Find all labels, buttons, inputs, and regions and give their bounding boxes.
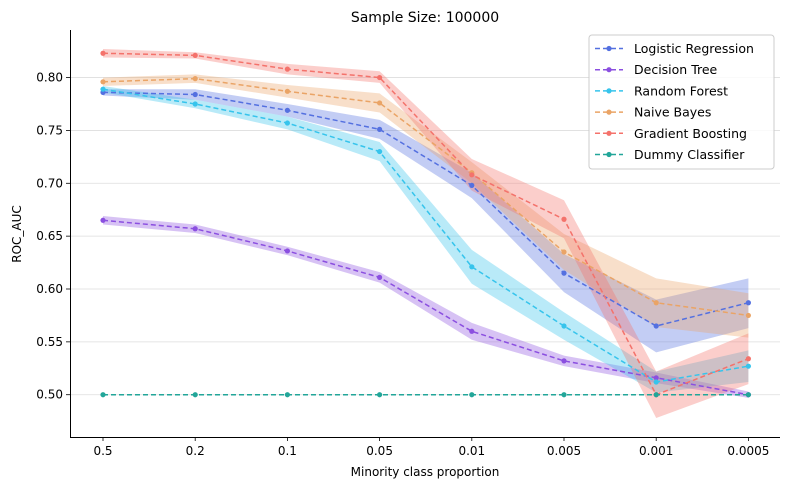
legend-marker — [606, 109, 612, 115]
x-tick-label: 0.01 — [458, 444, 485, 458]
legend-marker — [606, 67, 612, 73]
legend-label: Decision Tree — [634, 62, 718, 77]
gradient-boosting-line — [102, 52, 749, 396]
decision-tree-point — [469, 328, 475, 334]
series-lines — [102, 52, 749, 396]
decision-tree-point — [100, 217, 106, 223]
decision-tree-point — [192, 226, 198, 232]
decision-tree-point — [653, 375, 659, 381]
x-tick-label: 0.2 — [186, 444, 205, 458]
y-ticks: 0.50 0.55 0.60 0.65 0.70 0.75 0.80 — [36, 71, 70, 402]
legend-label: Dummy Classifier — [634, 147, 745, 162]
logistic-regression-line — [102, 91, 749, 327]
decision-tree-band — [103, 216, 749, 398]
dummy-classifier-point — [469, 392, 475, 398]
x-tick-label: 0.05 — [366, 444, 393, 458]
naive-bayes-band — [103, 74, 749, 338]
random-forest-point — [469, 264, 475, 270]
logistic-regression-point — [745, 300, 752, 306]
x-axis-label: Minority class proportion — [351, 465, 500, 479]
x-tick-label: 0.001 — [639, 444, 673, 458]
legend-box — [588, 34, 775, 170]
series-points — [100, 50, 752, 398]
dummy-classifier-point — [745, 392, 752, 398]
x-tick-label: 0.0005 — [727, 444, 769, 458]
random-forest-point — [745, 363, 752, 369]
dummy-classifier-point — [284, 392, 290, 398]
random-forest-point — [100, 86, 106, 92]
logistic-regression-point — [653, 323, 659, 329]
random-forest-point — [192, 101, 198, 107]
naive-bayes-point — [561, 249, 567, 255]
dummy-classifier-point — [100, 392, 106, 398]
dummy-classifier-point — [561, 392, 567, 398]
legend-label: Naive Bayes — [634, 105, 711, 120]
gradient-boosting-point — [561, 216, 567, 222]
decision-tree-point — [561, 358, 567, 364]
legend-label: Logistic Regression — [634, 41, 754, 56]
naive-bayes-point — [745, 312, 752, 319]
x-tick-label: 0.005 — [547, 444, 581, 458]
naive-bayes-point — [192, 76, 198, 82]
y-tick-label: 0.70 — [36, 176, 63, 190]
decision-tree-line — [102, 219, 749, 396]
decision-tree-point — [284, 248, 290, 254]
legend-marker — [606, 88, 612, 94]
x-ticks: 0.5 0.2 0.1 0.05 0.01 0.005 0.001 0.0005 — [93, 437, 769, 458]
y-tick-label: 0.65 — [36, 229, 63, 243]
dummy-classifier-point — [653, 392, 659, 398]
dummy-classifier-point — [192, 392, 198, 398]
gradient-boosting-point — [192, 52, 198, 58]
random-forest-point — [561, 323, 567, 329]
random-forest-point — [284, 120, 290, 126]
legend: Logistic Regression Decision Tree Random F… — [588, 34, 775, 170]
x-tick-label: 0.1 — [278, 444, 297, 458]
random-forest-point — [377, 148, 383, 155]
y-tick-label: 0.50 — [36, 388, 63, 402]
gradient-boosting-point — [284, 66, 290, 72]
dummy-classifier-point — [377, 392, 383, 398]
naive-bayes-point — [284, 88, 290, 94]
gradient-boosting-point — [377, 74, 383, 81]
y-tick-label: 0.80 — [36, 71, 63, 85]
y-tick-label: 0.55 — [36, 335, 63, 349]
logistic-regression-point — [284, 107, 290, 113]
gradient-boosting-point — [100, 50, 106, 56]
legend-marker — [606, 45, 612, 52]
legend-marker — [606, 151, 612, 158]
legend-marker — [606, 130, 612, 136]
gradient-boosting-point — [745, 356, 752, 362]
legend-label: Gradient Boosting — [634, 126, 747, 141]
naive-bayes-point — [653, 300, 659, 306]
y-tick-label: 0.75 — [36, 123, 63, 137]
random-forest-point — [653, 379, 659, 385]
gridlines — [70, 77, 780, 396]
legend-label: Random Forest — [634, 83, 728, 98]
gradient-boosting-band — [103, 49, 749, 418]
logistic-regression-point — [192, 91, 198, 98]
logistic-regression-point — [469, 182, 475, 188]
y-axis-label: ROC_AUC — [10, 205, 24, 263]
naive-bayes-point — [100, 79, 106, 85]
gradient-boosting-point — [469, 172, 475, 178]
naive-bayes-line — [102, 77, 749, 317]
decision-tree-point — [377, 274, 383, 280]
logistic-regression-band — [103, 89, 749, 353]
axes — [70, 30, 780, 438]
y-tick-label: 0.60 — [36, 282, 63, 296]
logistic-regression-point — [561, 270, 567, 276]
naive-bayes-point — [377, 100, 383, 106]
chart-title: Sample Size: 100000 — [351, 10, 499, 26]
confidence-bands — [103, 49, 749, 418]
x-tick-label: 0.5 — [93, 444, 112, 458]
logistic-regression-point — [377, 126, 383, 132]
